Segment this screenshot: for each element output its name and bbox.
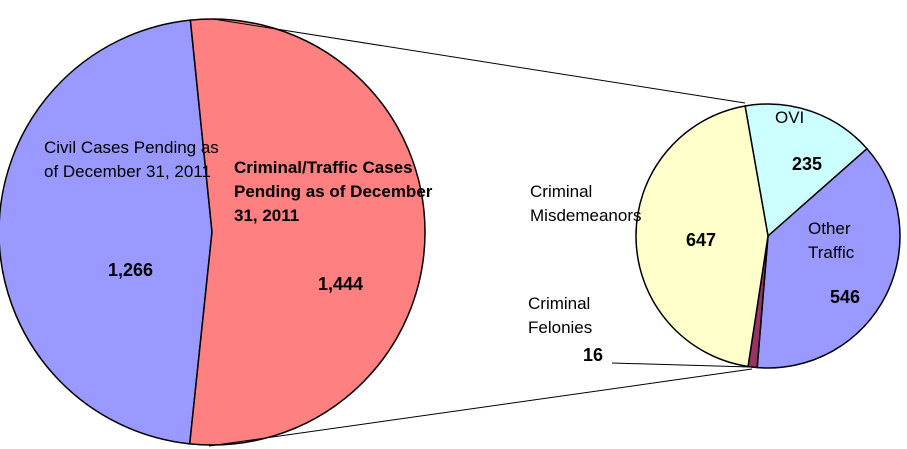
- value-label: 1,444: [318, 274, 364, 294]
- value-label: 1,266: [108, 260, 154, 280]
- slice-label: OVI: [775, 108, 805, 127]
- leader-line: [611, 362, 751, 368]
- pie-slice: [744, 103, 869, 238]
- pie-slice: [188, 18, 426, 446]
- slice-label: Criminal Felonies: [528, 294, 593, 337]
- value-label: 16: [583, 345, 604, 365]
- value-label: 235: [792, 154, 823, 174]
- slice-label: Criminal/Traffic Cases Pending as of Dec…: [234, 158, 433, 225]
- value-label: 647: [686, 230, 717, 250]
- connector-line: [208, 368, 753, 447]
- value-label: 546: [830, 287, 861, 307]
- pie-slice: [635, 105, 769, 368]
- slice-label: Other Traffic: [808, 219, 855, 262]
- pie-slice: [756, 147, 901, 369]
- slice-label: Criminal Misdemeanors: [530, 182, 642, 225]
- connector-line: [212, 18, 746, 104]
- slice-label: Civil Cases Pending as of December 31, 2…: [44, 138, 219, 181]
- pie-slice: [0, 19, 213, 445]
